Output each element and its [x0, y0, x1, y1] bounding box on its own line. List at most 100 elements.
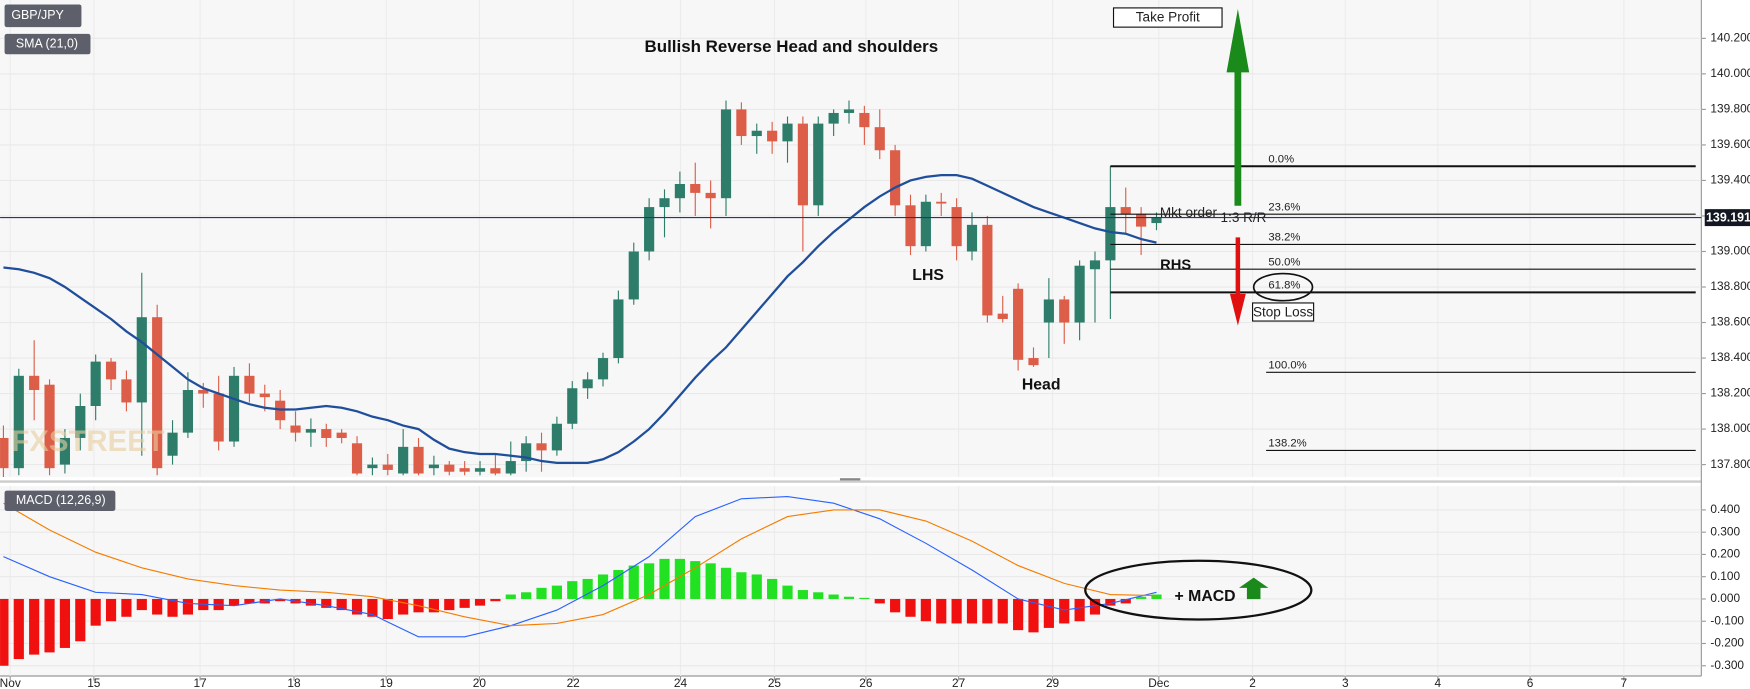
macd-histogram-bar — [444, 598, 455, 611]
lhs-label: LHS — [912, 267, 944, 284]
x-tick-label: 19 — [380, 676, 394, 689]
sma-badge[interactable] — [4, 33, 91, 55]
candle-body — [582, 379, 593, 389]
macd-histogram-bar — [767, 578, 778, 599]
y-tick-label: 140.200 — [1710, 31, 1750, 45]
fib-label: 138.2% — [1268, 438, 1306, 450]
candle-body — [890, 150, 901, 206]
sma-line — [3, 173, 1157, 464]
macd-histogram-bar — [305, 598, 316, 606]
candle-body — [105, 361, 117, 380]
macd-histogram-bar — [813, 592, 824, 599]
macd-histogram-bar — [44, 598, 55, 653]
candle-body — [0, 437, 9, 469]
candle-body — [536, 443, 547, 451]
candle-body — [351, 443, 363, 474]
macd-histogram-bar — [59, 598, 71, 648]
macd-arrow — [1239, 577, 1269, 600]
y-tick-label: 0.300 — [1710, 524, 1740, 538]
x-tick-label: 7 — [1621, 676, 1628, 689]
candle-body — [44, 384, 55, 469]
macd-histogram-bar — [628, 565, 639, 599]
candle-body — [597, 358, 609, 380]
y-tick-label: 138.200 — [1710, 386, 1750, 400]
y-tick-label: -0.300 — [1710, 658, 1744, 672]
macd-label: MACD (12,26,9) — [16, 493, 106, 507]
x-tick-label: Dec — [1148, 676, 1169, 689]
candle-body — [797, 123, 808, 206]
candle-body — [336, 432, 347, 438]
macd-histogram-bar — [843, 596, 855, 599]
rr-label: 1:3 R/R — [1221, 210, 1267, 225]
macd-histogram-bar — [567, 581, 578, 599]
macd-histogram-bar — [982, 598, 993, 624]
annotation-shapes — [4, 4, 1750, 621]
price-plot — [0, 0, 1702, 478]
candle-body — [521, 443, 532, 462]
macd-histogram-bar — [797, 590, 808, 599]
candle-body — [290, 425, 301, 433]
candle-body — [982, 224, 993, 316]
y-tick-label: 139.400 — [1710, 173, 1750, 187]
macd-histogram-bar — [582, 578, 593, 599]
macd-histogram-bar — [1089, 598, 1101, 615]
macd-histogram-bar — [997, 598, 1008, 624]
last-price-label: 139.191 — [1706, 210, 1750, 224]
symbol-badge[interactable] — [4, 4, 82, 28]
candle-body — [259, 393, 270, 398]
macd-histogram-bar — [1043, 598, 1054, 628]
macd-histogram-bar — [1105, 598, 1116, 606]
y-tick-label: 139.600 — [1710, 137, 1750, 151]
x-tick-label: 26 — [859, 676, 873, 689]
macd-histogram-bar — [29, 598, 40, 655]
macd-histogram-bar — [782, 585, 793, 599]
macd-histogram-bar — [382, 598, 393, 620]
macd-histogram-bar — [13, 598, 24, 660]
head-label: Head — [1022, 377, 1061, 394]
x-tick-label: 29 — [1046, 676, 1060, 689]
macd-histogram-bar — [720, 567, 732, 599]
candle-body — [459, 468, 470, 472]
macd-histogram-bar — [905, 598, 916, 617]
candle-body — [305, 429, 316, 433]
candle-body — [644, 207, 655, 252]
y-tick-label: 138.800 — [1710, 279, 1750, 293]
macd-histogram-bar — [244, 598, 255, 604]
macd-histogram-bar — [0, 598, 9, 666]
candle-body — [1013, 288, 1024, 360]
macd-histogram-bar — [321, 598, 332, 608]
y-tick-label: 140.000 — [1710, 66, 1750, 80]
y-tick-label: -0.100 — [1710, 613, 1744, 627]
symbol-label: GBP/JPY — [11, 8, 64, 22]
macd-histogram-bar — [644, 563, 655, 599]
candle-body — [905, 205, 916, 247]
candle-body — [75, 406, 86, 438]
candle-body — [659, 198, 670, 208]
candle-body — [59, 437, 71, 465]
sma-label: SMA (21,0) — [16, 36, 78, 50]
candle-body — [1136, 214, 1147, 227]
x-tick-label: 25 — [768, 676, 782, 689]
macd-histogram-bar — [167, 598, 178, 617]
macd-histogram-bar — [459, 598, 470, 608]
candle-body — [751, 130, 762, 137]
resize-handle[interactable] — [839, 478, 861, 481]
macd-line — [3, 502, 1157, 627]
take-profit-label: Take Profit — [1136, 10, 1200, 25]
macd-histogram-bar — [751, 574, 762, 599]
macd-histogram-bar — [1013, 598, 1024, 631]
candle-body — [690, 183, 701, 193]
x-tick-label: 4 — [1435, 676, 1442, 689]
macd-histogram-bar — [551, 585, 562, 599]
y-tick-label: 139.800 — [1710, 102, 1750, 116]
macd-histogram-bar — [75, 598, 86, 642]
candle-body — [720, 109, 732, 199]
macd-histogram-bar — [474, 598, 486, 606]
fib-label: 23.6% — [1268, 201, 1300, 213]
candle-body — [182, 390, 194, 433]
macd-badge[interactable] — [4, 490, 116, 511]
macd-histogram-bar — [1136, 596, 1147, 599]
macd-histogram-bar — [936, 598, 947, 624]
candle-body — [474, 468, 486, 472]
